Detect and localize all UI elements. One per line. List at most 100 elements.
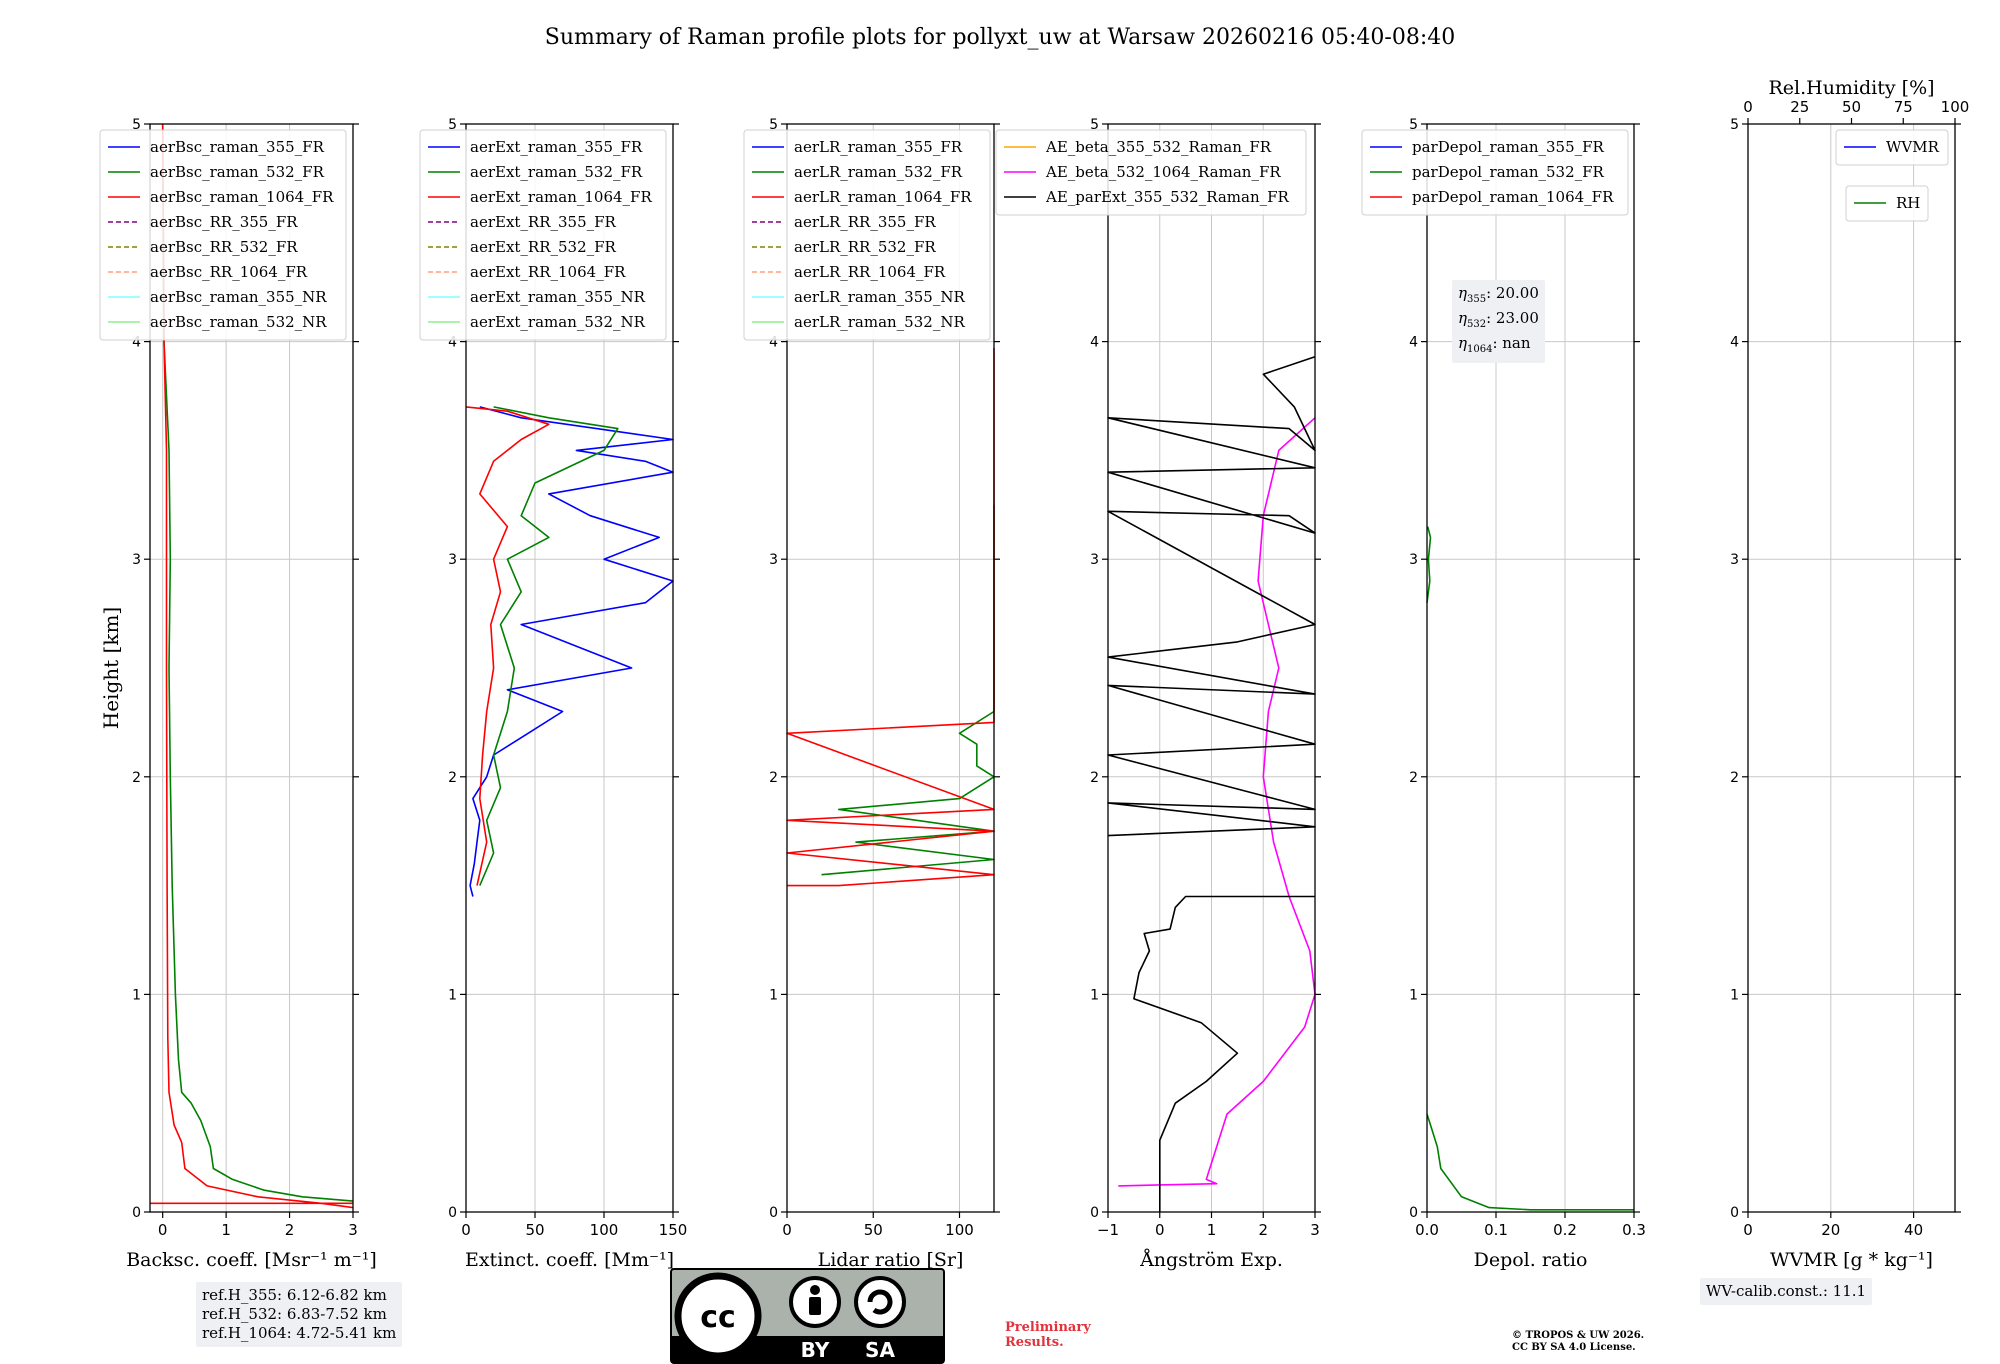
legend-box: [995, 129, 1307, 216]
y-tick-label: 0: [1090, 1205, 1099, 1221]
y-tick-label: 5: [1730, 117, 1739, 133]
y-tick-label: 5: [1090, 117, 1099, 133]
ref-heights-box: ref.H_355: 6.12-6.82 km ref.H_532: 6.83-…: [196, 1282, 403, 1347]
series-parDepol_raman_532_FR_upper: [1426, 526, 1432, 603]
copyright-notice: © TROPOS & UW 2026. CC BY SA 4.0 License…: [1512, 1330, 1644, 1354]
legend-label: parDepol_raman_532_FR: [1412, 163, 1605, 181]
legend: AE_beta_355_532_Raman_FR AE_beta_532_1064…: [995, 129, 1307, 216]
legend: aerExt_raman_355_FR aerExt_raman_532_FRae…: [419, 129, 667, 341]
y-tick-label: 2: [769, 770, 778, 786]
share-alike-icon: [854, 1276, 906, 1328]
y-tick-label: 5: [769, 117, 778, 133]
axes-frame: [1747, 123, 1956, 1213]
x-tick-label: 0.1: [1484, 1221, 1508, 1239]
x-tick-label: 50: [525, 1221, 544, 1239]
legend-label: aerExt_raman_532_NR: [470, 313, 646, 331]
copyright-line-2: CC BY SA 4.0 License.: [1512, 1342, 1636, 1353]
legend-label: AE_parExt_355_532_Raman_FR: [1045, 188, 1290, 206]
wv-calib-text: WV-calib.const.: 11.1: [1706, 1282, 1867, 1300]
y-tick-label: 5: [1409, 117, 1418, 133]
y-tick-label: 3: [769, 552, 778, 568]
y-tick-label: 2: [1730, 770, 1739, 786]
x-axis-label: Depol. ratio: [1474, 1249, 1588, 1271]
y-tick-label: 1: [1409, 987, 1418, 1003]
y-tick-label: 3: [132, 552, 141, 568]
x-tick-label: 100: [945, 1221, 974, 1239]
series-aerExt_raman_355_FR: [469, 406, 674, 897]
y-tick-label: 4: [132, 335, 141, 351]
eta-1064: η1064: nan: [1458, 334, 1531, 355]
y-tick-label: 0: [448, 1205, 457, 1221]
eta-355: η355: 20.00: [1458, 284, 1539, 305]
legend-label: aerBsc_raman_532_FR: [150, 163, 325, 181]
y-tick-label: 4: [1090, 335, 1099, 351]
x-tick-label: 0.3: [1622, 1221, 1646, 1239]
legend-secondary: RH: [1845, 185, 1929, 222]
x-tick-label: 0: [1155, 1221, 1165, 1239]
legend-box: [1835, 129, 1949, 166]
cc-by-sa-license-badge[interactable]: cc BY SA: [670, 1268, 945, 1364]
copyright-line-1: © TROPOS & UW 2026.: [1512, 1330, 1645, 1341]
legend-label: aerExt_raman_1064_FR: [470, 188, 652, 206]
x-tick-label: 1: [1207, 1221, 1217, 1239]
legend-label: aerLR_RR_1064_FR: [794, 263, 946, 281]
x-tick-label: 2: [285, 1221, 295, 1239]
legend-label: aerBsc_RR_1064_FR: [150, 263, 308, 281]
legend: parDepol_raman_355_FR parDepol_raman_532_…: [1361, 129, 1629, 216]
y-tick-label: 2: [132, 770, 141, 786]
legend-label: aerBsc_raman_532_NR: [150, 313, 327, 331]
legend-box: [743, 129, 991, 341]
y-tick-label: 5: [448, 117, 457, 133]
y-tick-label: 3: [448, 552, 457, 568]
x-tick-label: 0: [461, 1221, 471, 1239]
panel-bsc: 0 1 2 3 4 5 0 1 2 3 Backsc. coeff. [Msr⁻¹ m⁻¹] aerB…: [99, 117, 377, 1271]
legend-label: AE_beta_532_1064_Raman_FR: [1045, 163, 1281, 181]
legend-label: aerExt_RR_355_FR: [470, 213, 617, 231]
legend-label: parDepol_raman_355_FR: [1412, 138, 1605, 156]
legend-label: aerLR_raman_355_FR: [794, 138, 963, 156]
x-tick-label: 40: [1904, 1221, 1923, 1239]
x-tick-label: −1: [1097, 1221, 1119, 1239]
y-tick-label: 3: [1090, 552, 1099, 568]
x-tick-label: 50: [864, 1221, 883, 1239]
series-aerBsc_raman_1064_FR: [161, 123, 354, 1209]
top-x-tick-label: 100: [1941, 98, 1970, 116]
legend-label: aerLR_RR_532_FR: [794, 238, 936, 256]
legend-box: [1361, 129, 1629, 216]
panel-depol: 0 1 2 3 4 5 0.0 0.1 0.2 0.3 Depol. ratio parDepol_r…: [1361, 117, 1646, 1271]
legend-label: RH: [1896, 194, 1920, 212]
ref-height-1064: ref.H_1064: 4.72-5.41 km: [202, 1324, 397, 1342]
y-tick-label: 4: [769, 335, 778, 351]
legend-label: WVMR: [1886, 138, 1940, 156]
x-tick-label: 100: [590, 1221, 619, 1239]
y-axis-label: Height [km]: [99, 607, 123, 729]
y-tick-label: 1: [1730, 987, 1739, 1003]
y-tick-label: 0: [1409, 1205, 1418, 1221]
y-tick-label: 2: [448, 770, 457, 786]
legend-label: aerExt_raman_355_NR: [470, 288, 646, 306]
y-tick-label: 1: [769, 987, 778, 1003]
legend-label: aerExt_RR_532_FR: [470, 238, 617, 256]
cc-logo-text: cc: [700, 1300, 736, 1335]
series-aerBsc_raman_532_FR: [161, 123, 354, 1202]
eta-532: η532: 23.00: [1458, 309, 1539, 330]
x-tick-label: 1: [221, 1221, 231, 1239]
y-tick-label: 3: [1409, 552, 1418, 568]
y-tick-label: 1: [132, 987, 141, 1003]
ref-height-532: ref.H_532: 6.83-7.52 km: [202, 1305, 387, 1323]
series-AE_parExt_upper: [1107, 356, 1316, 837]
badge-by-label: BY: [801, 1338, 830, 1362]
legend-label: aerBsc_RR_355_FR: [150, 213, 298, 231]
legend-label: aerLR_raman_355_NR: [794, 288, 965, 306]
attribution-icon-body: [809, 1297, 821, 1315]
legend-label: parDepol_raman_1064_FR: [1412, 188, 1614, 206]
x-tick-label: 0.0: [1415, 1221, 1439, 1239]
x-axis-label: Ångström Exp.: [1139, 1249, 1283, 1271]
preliminary-notice: Preliminary Results.: [1005, 1320, 1091, 1350]
legend-box: [1845, 185, 1929, 222]
notice-line-2: Results.: [1005, 1335, 1064, 1350]
